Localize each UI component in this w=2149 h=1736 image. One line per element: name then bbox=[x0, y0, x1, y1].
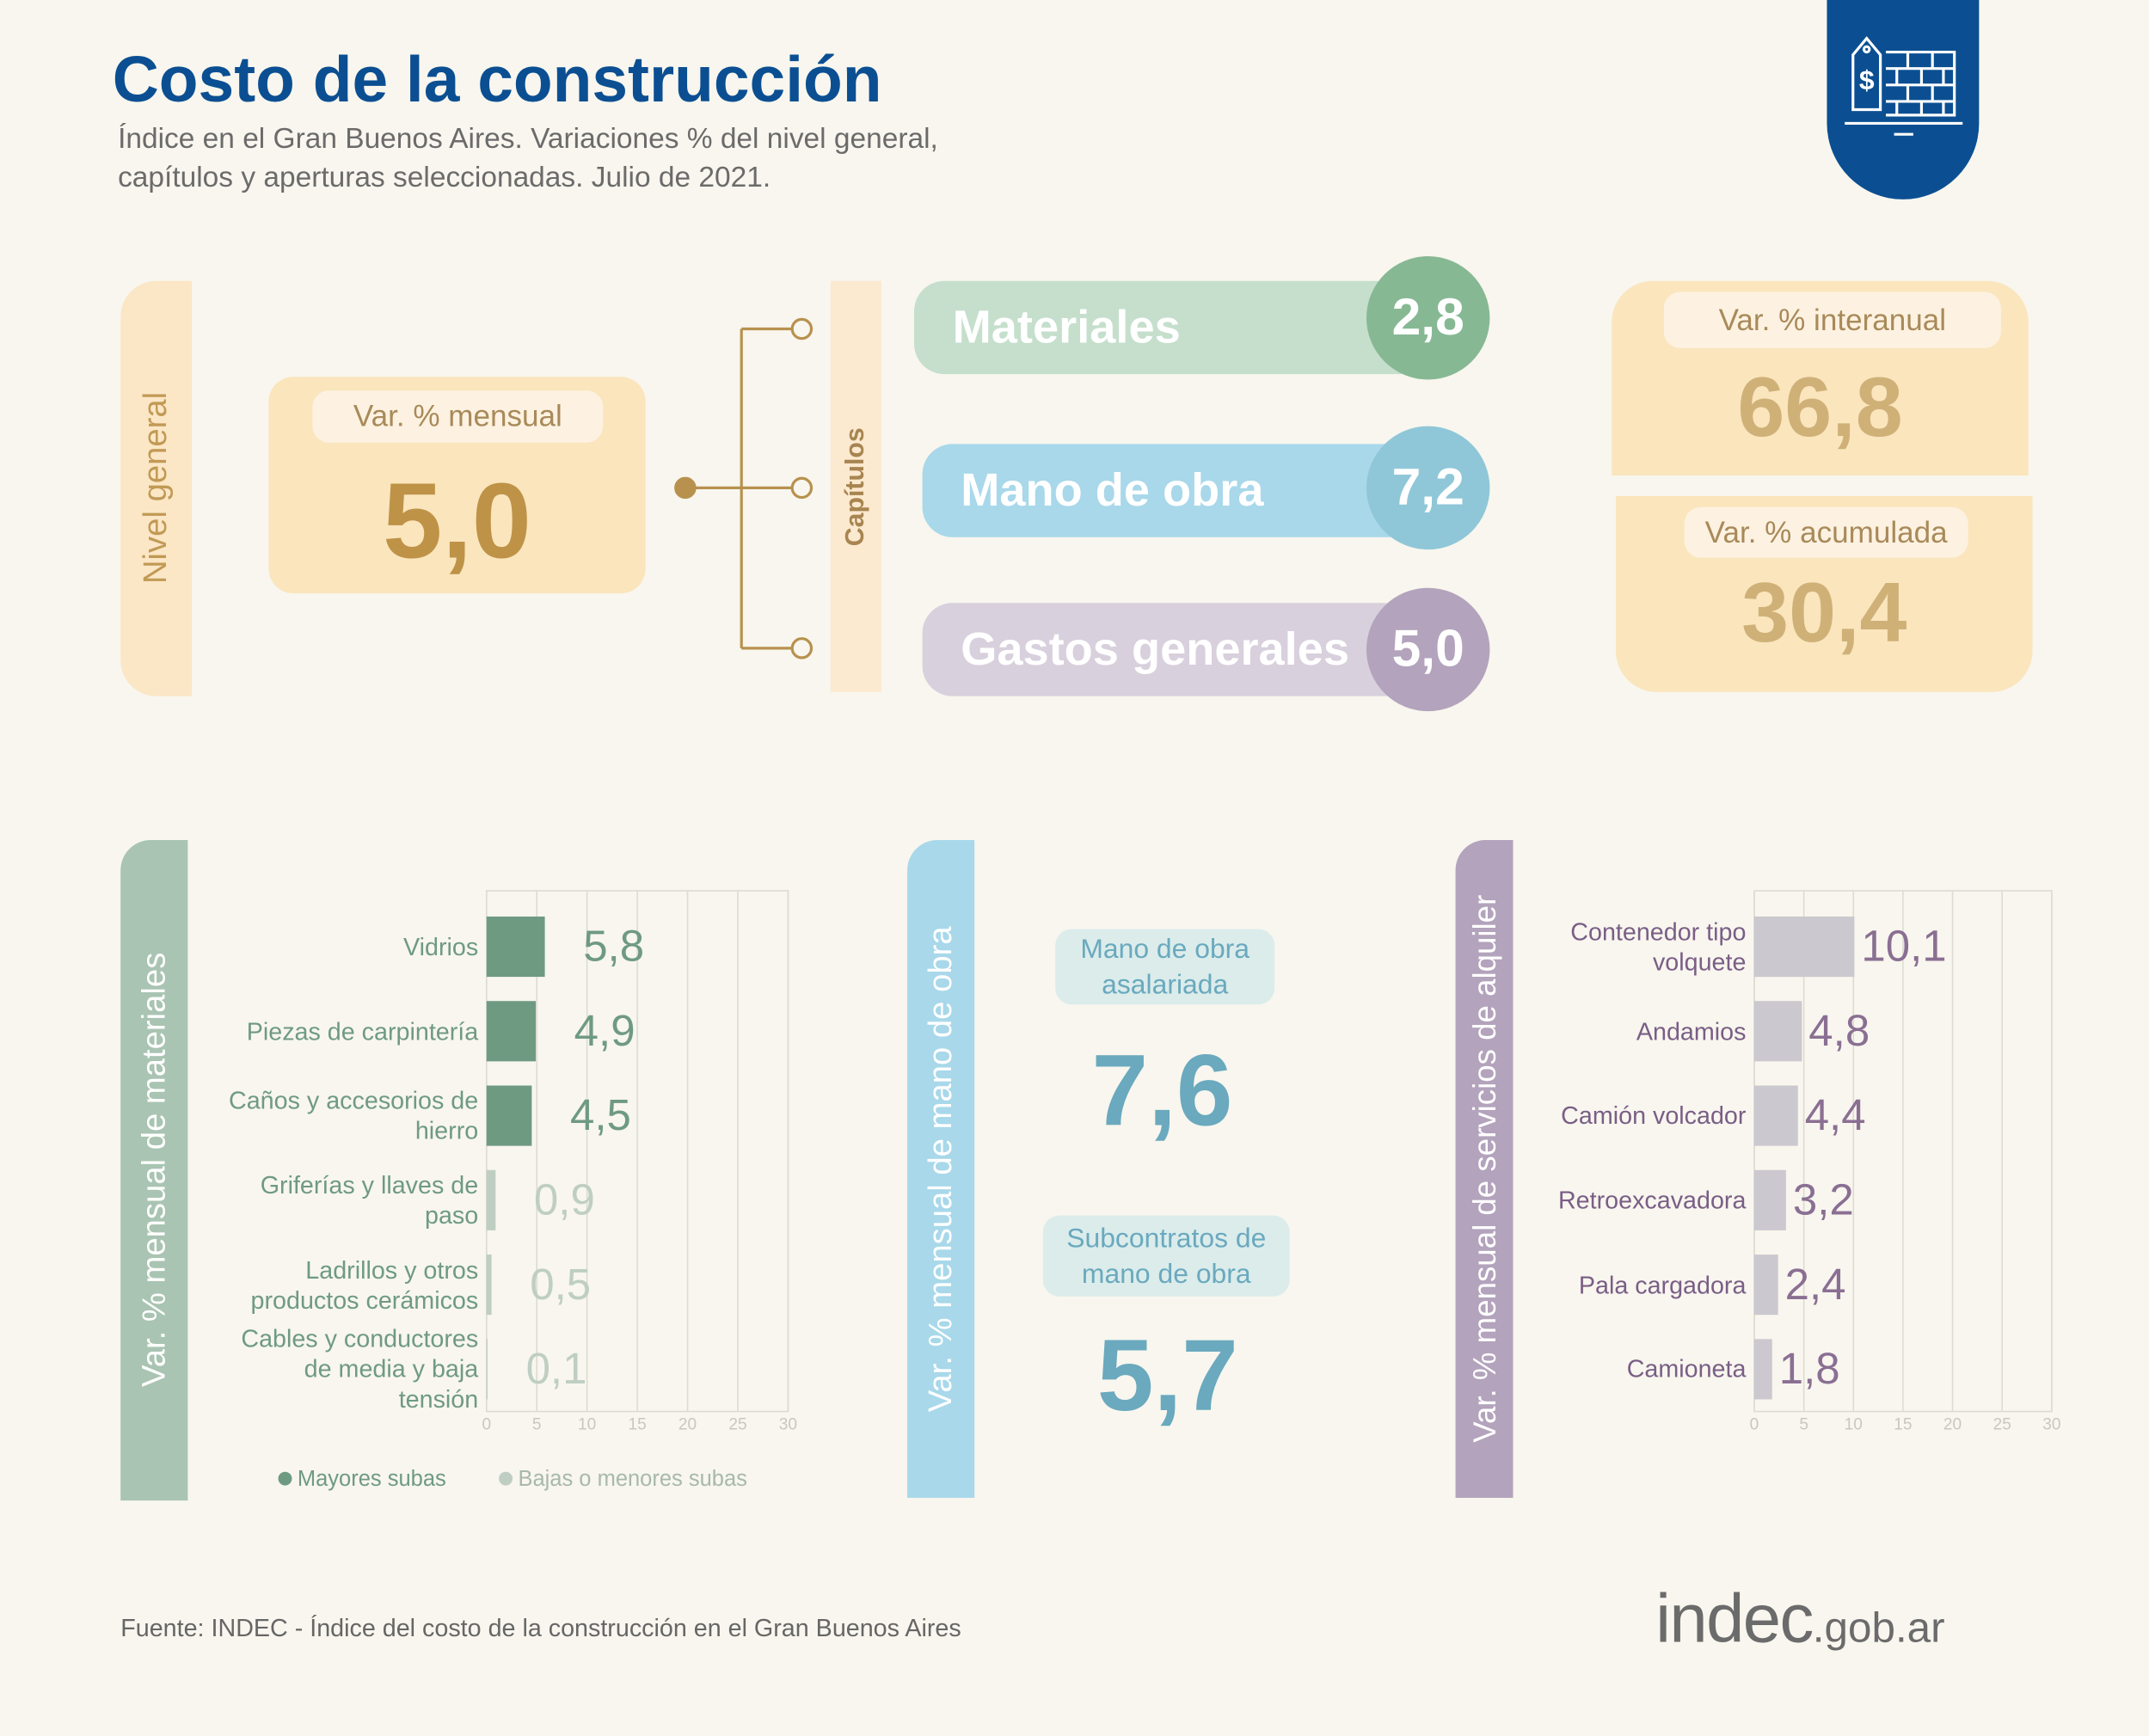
value-label: 1,8 bbox=[1779, 1344, 1840, 1393]
measure-label: Var. % mensual bbox=[312, 390, 604, 443]
x-tick-label: 30 bbox=[2042, 1416, 2060, 1434]
chapter-bar: Gastos generales bbox=[922, 603, 1435, 696]
category-label: Retroexcavadora bbox=[1557, 1186, 1747, 1214]
category-label: Ladrillos y otros productos cerámicos bbox=[250, 1255, 479, 1314]
source: Fuente: INDEC - Índice del costo de la c… bbox=[120, 1614, 961, 1642]
x-tick-label: 10 bbox=[1845, 1416, 1863, 1434]
logo-main: indec bbox=[1655, 1580, 1814, 1657]
value-label: 4,5 bbox=[570, 1090, 631, 1139]
bar bbox=[486, 1339, 488, 1400]
subtitle-line: Índice en el Gran Buenos Aires. Variacio… bbox=[118, 123, 938, 156]
capitulos-label: Capítulos bbox=[840, 426, 870, 546]
nivel-general-label: Nivel general bbox=[137, 392, 175, 585]
measure-value: 5,0 bbox=[383, 459, 531, 580]
value-label: 0,5 bbox=[530, 1260, 591, 1309]
mano-de-obra-label: Var. % mensual de mano de obra bbox=[921, 926, 959, 1412]
labour-label: Subcontratos de mano de obra bbox=[1042, 1215, 1290, 1297]
mano-de-obra-pill: Var. % mensual de mano de obra bbox=[907, 839, 975, 1498]
chapter-value: 5,0 bbox=[1366, 587, 1490, 712]
connector bbox=[674, 317, 814, 659]
nivel-general-pill: Nivel general bbox=[120, 280, 193, 696]
capitulos-pill: Capítulos bbox=[830, 280, 881, 692]
materiales-pill: Var. % mensual de materiales bbox=[120, 839, 188, 1501]
x-tick-label: 15 bbox=[1894, 1416, 1912, 1434]
value-label: 10,1 bbox=[1861, 922, 1946, 971]
subtitle: Índice en el Gran Buenos Aires. Variacio… bbox=[118, 120, 938, 197]
acumulada-value: 30,4 bbox=[1741, 565, 1907, 660]
bar bbox=[1754, 1254, 1778, 1316]
bar bbox=[486, 1254, 492, 1316]
value-label: 0,9 bbox=[534, 1175, 595, 1224]
x-tick-label: 30 bbox=[779, 1416, 797, 1434]
x-tick-label: 25 bbox=[728, 1416, 746, 1434]
x-tick-label: 0 bbox=[1750, 1416, 1759, 1434]
category-label: Contenedor tipo volquete bbox=[1570, 917, 1747, 976]
bar bbox=[486, 1169, 496, 1230]
x-tick-label: 20 bbox=[1943, 1416, 1962, 1434]
category-label: Camión volcador bbox=[1561, 1101, 1747, 1130]
interanual-value: 66,8 bbox=[1737, 359, 1903, 455]
legend-marker bbox=[499, 1471, 513, 1486]
x-tick-label: 0 bbox=[482, 1416, 491, 1434]
value-label: 5,8 bbox=[583, 922, 644, 971]
category-label: Griferías y llaves de paso bbox=[260, 1171, 479, 1230]
svg-text:$: $ bbox=[1859, 64, 1875, 95]
category-label: Caños y accesorios de hierro bbox=[229, 1087, 479, 1145]
bar bbox=[1754, 1001, 1802, 1062]
badge-icon: $ bbox=[1845, 36, 1963, 136]
bar bbox=[1754, 916, 1855, 978]
chapter-value: 7,2 bbox=[1366, 426, 1490, 550]
legend-label: Mayores subas bbox=[298, 1467, 446, 1491]
chart-title: Var. % mensual de materiales bbox=[134, 953, 173, 1388]
legend-marker bbox=[278, 1471, 292, 1486]
bar bbox=[1754, 1085, 1798, 1146]
value-label: 4,8 bbox=[1808, 1006, 1870, 1055]
category-label: Pala cargadora bbox=[1578, 1271, 1747, 1299]
subtitle-line: capítulos y aperturas seleccionadas. Jul… bbox=[118, 162, 771, 193]
x-tick-label: 20 bbox=[678, 1416, 697, 1434]
value-label: 4,9 bbox=[574, 1006, 635, 1055]
bar bbox=[1754, 1169, 1786, 1230]
chart-title: Var. % mensual de servicios de alquiler bbox=[1465, 894, 1501, 1443]
interanual-label: Var. % interanual bbox=[1663, 291, 2001, 348]
bar bbox=[1754, 1339, 1772, 1400]
category-label: Cables y conductores de media y baja ten… bbox=[241, 1325, 479, 1414]
legend-label: Bajas o menores subas bbox=[518, 1467, 746, 1491]
labour-value: 5,7 bbox=[1096, 1317, 1238, 1432]
bar bbox=[486, 916, 545, 978]
alquiler-pill: Var. % mensual de servicios de alquiler bbox=[1455, 839, 1514, 1498]
x-tick-label: 5 bbox=[1799, 1416, 1808, 1434]
nivel-general-box: Var. % mensual 5,0 bbox=[268, 377, 646, 594]
bar bbox=[486, 1085, 532, 1146]
x-tick-label: 10 bbox=[578, 1416, 596, 1434]
labour-value: 7,6 bbox=[1091, 1032, 1233, 1147]
value-label: 4,4 bbox=[1805, 1090, 1866, 1139]
interanual-box: Var. % interanual 66,8 bbox=[1612, 280, 2029, 476]
category-label: Vidrios bbox=[403, 933, 479, 960]
category-label: Camioneta bbox=[1626, 1355, 1747, 1383]
chapter-value: 2,8 bbox=[1366, 256, 1490, 380]
labour-label: Mano de obra asalariada bbox=[1055, 929, 1275, 1005]
bar bbox=[486, 1001, 537, 1062]
badge bbox=[1827, 0, 1980, 199]
value-label: 0,1 bbox=[526, 1344, 587, 1393]
category-label: Piezas de carpintería bbox=[246, 1017, 479, 1046]
acumulada-box: Var. % acumulada 30,4 bbox=[1616, 495, 2033, 692]
category-label: Andamios bbox=[1636, 1017, 1747, 1046]
chapter-bar: Mano de obra bbox=[922, 444, 1435, 537]
logo: indec.gob.ar bbox=[1655, 1579, 1944, 1658]
value-label: 2,4 bbox=[1785, 1260, 1846, 1309]
value-label: 3,2 bbox=[1793, 1175, 1854, 1224]
x-tick-label: 5 bbox=[532, 1416, 542, 1434]
acumulada-label: Var. % acumulada bbox=[1684, 506, 1968, 558]
x-tick-label: 15 bbox=[628, 1416, 646, 1434]
title: Costo de la construcción bbox=[112, 42, 882, 115]
x-tick-label: 25 bbox=[1993, 1416, 2011, 1434]
logo-suffix: .gob.ar bbox=[1812, 1603, 1945, 1652]
chapter-bar: Materiales bbox=[914, 280, 1435, 375]
